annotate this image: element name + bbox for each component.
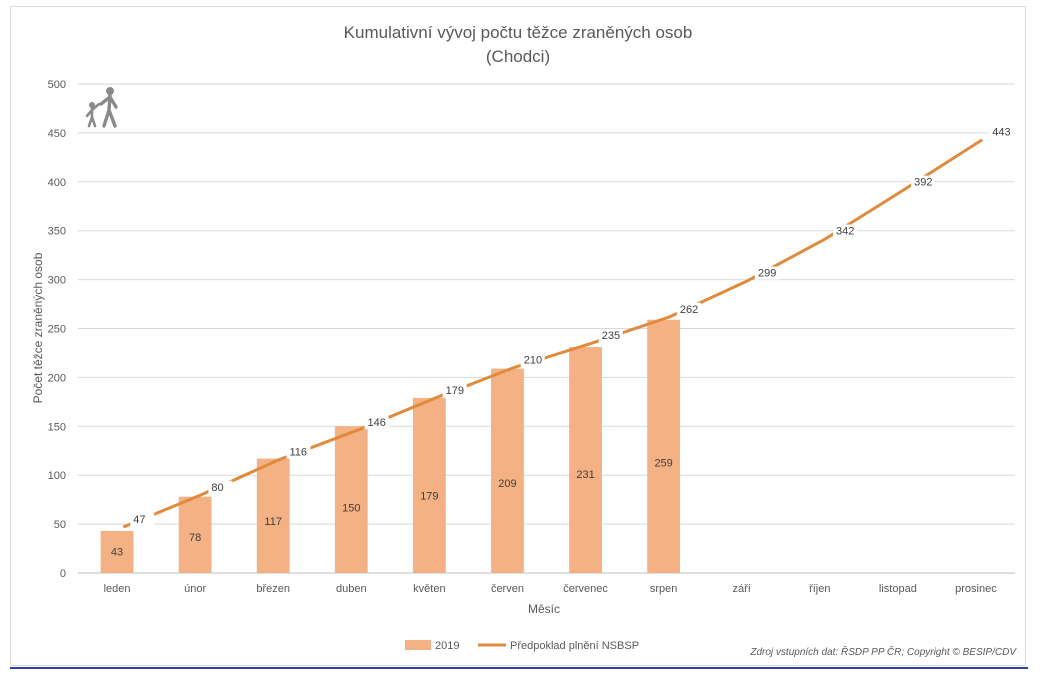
y-tick-labels: 0 50 100 150 200 250 300 350 400 450 500: [48, 79, 66, 580]
y-tick-label: 0: [60, 568, 66, 580]
line-label: 342: [836, 226, 854, 238]
bar-label: 231: [576, 469, 594, 481]
line-label: 392: [914, 177, 932, 189]
bar-label: 259: [654, 458, 672, 470]
y-tick-label: 400: [48, 177, 66, 189]
x-tick-label: srpen: [650, 583, 678, 595]
x-tick-label: září: [733, 583, 751, 595]
bar-leden: [100, 530, 134, 573]
chart-title: Kumulativní vývoj počtu těžce zraněných …: [344, 23, 693, 42]
line-labels: 47 80 116 146 179 210 235 262 299 342 392 443: [130, 125, 1014, 527]
line-label-bg: [676, 302, 701, 316]
line-label-bg: [520, 353, 545, 367]
y-tick-label: 50: [54, 519, 66, 531]
line-label-bg: [833, 224, 858, 238]
y-tick-label: 500: [48, 79, 66, 91]
line-label: 179: [446, 385, 464, 397]
bar-červen: [491, 368, 524, 573]
x-tick-label: říjen: [809, 583, 830, 595]
line-label: 146: [368, 417, 386, 429]
bar-label: 179: [420, 490, 438, 502]
bar-label: 43: [111, 546, 123, 558]
legend: 2019 Předpoklad plnění NSBSP: [405, 640, 639, 652]
line-label-bg: [442, 383, 467, 397]
line-label-bg: [754, 266, 779, 280]
y-tick-label: 350: [48, 226, 66, 238]
y-tick-label: 300: [48, 275, 66, 287]
x-tick-label: leden: [104, 583, 131, 595]
x-tick-label: červen: [491, 583, 524, 595]
x-tick-label: květen: [413, 583, 445, 595]
line-label-bg: [911, 175, 936, 189]
source-note: Zdroj vstupních dat: ŘSDP PP ČR; Copyrig…: [749, 645, 1017, 658]
line-label: 443: [992, 127, 1010, 139]
y-tick-label: 150: [48, 421, 66, 433]
bar-duben: [334, 426, 368, 573]
line-label: 262: [680, 304, 698, 316]
bar-srpen: [647, 319, 681, 573]
grid: [78, 83, 1015, 574]
bottom-rule: [10, 667, 1028, 669]
bar-březen: [256, 458, 290, 573]
line-label: 299: [758, 268, 776, 280]
bar-label: 78: [189, 532, 201, 544]
legend-label-line: Předpoklad plnění NSBSP: [510, 640, 639, 652]
line-label: 47: [133, 514, 145, 526]
bar-červenec: [569, 347, 602, 573]
bar-label: 117: [264, 516, 282, 528]
line-label: 210: [524, 355, 542, 367]
x-tick-label: červenec: [563, 583, 608, 595]
line-label-bg: [989, 125, 1014, 139]
y-tick-label: 250: [48, 324, 66, 336]
bar-label: 150: [342, 502, 360, 514]
y-tick-label: 100: [48, 470, 66, 482]
line-label: 80: [211, 482, 223, 494]
pedestrians-icon: [85, 87, 118, 128]
line-label-bg: [598, 329, 623, 343]
chart-subtitle: (Chodci): [486, 47, 550, 66]
x-tick-label: březen: [256, 583, 290, 595]
x-tick-label: listopad: [879, 583, 917, 595]
bar-květen: [412, 397, 446, 573]
line-label-bg: [364, 416, 389, 430]
line-path: [122, 138, 984, 529]
x-axis-label: Měsíc: [528, 602, 560, 616]
line-series: [122, 138, 984, 529]
y-tick-label: 200: [48, 372, 66, 384]
y-axis-label: Počet těžce zraněných osob: [31, 252, 45, 403]
bars: [100, 319, 681, 573]
x-tick-label: prosinec: [955, 583, 997, 595]
x-tick-label: duben: [336, 583, 367, 595]
legend-label-2019: 2019: [435, 640, 459, 652]
line-label: 235: [602, 330, 620, 342]
line-label-bg: [286, 445, 311, 459]
x-tick-label: únor: [184, 583, 206, 595]
bar-label: 209: [498, 478, 516, 490]
bar-labels: 43 78 117 150 179 209 231 259: [111, 458, 673, 559]
x-tick-labels: leden únor březen duben květen červen červenec…: [104, 583, 998, 595]
bar-únor: [178, 496, 212, 573]
line-label-bg: [130, 513, 155, 527]
line-label: 116: [289, 447, 307, 459]
line-label-bg: [208, 480, 233, 494]
legend-swatch-2019: [405, 640, 431, 650]
y-tick-label: 450: [48, 128, 66, 140]
